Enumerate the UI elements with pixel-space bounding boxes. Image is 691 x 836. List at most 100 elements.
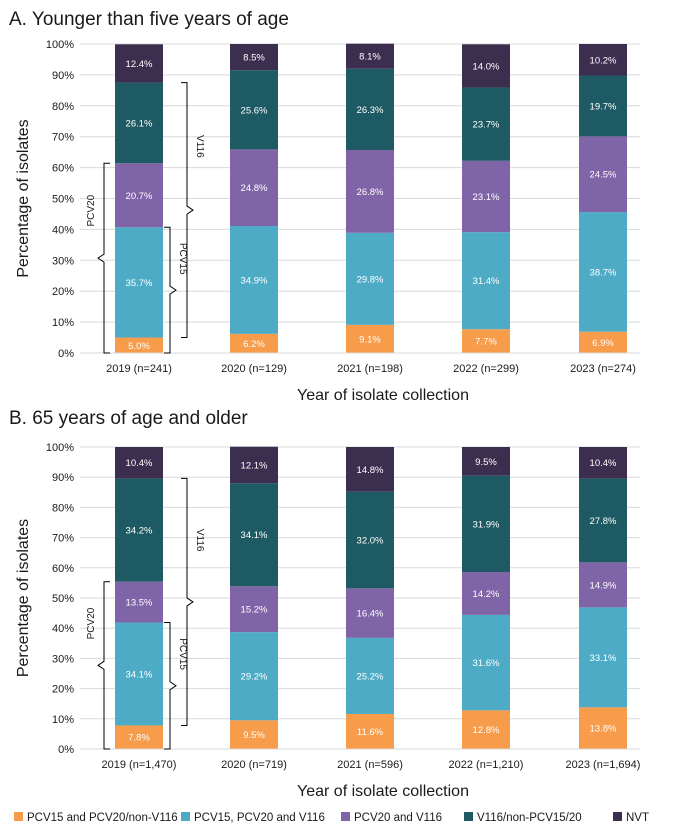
x-tick-label: 2022 (n=299)	[453, 363, 519, 375]
bar-segment-pcv20-v116	[230, 149, 278, 227]
legend-swatch	[181, 812, 190, 821]
legend-label: V116/non-PCV15/20	[477, 812, 582, 824]
data-label: 11.6%	[357, 727, 384, 738]
bar-segment-pcv15-pcv20-nonv116	[579, 707, 627, 749]
chart-panel-a: A. Younger than five years of age 0% 10% 20…	[9, 9, 640, 404]
x-tick-label: 2021 (n=596)	[337, 759, 403, 771]
data-label: 26.8%	[357, 187, 384, 198]
bar-segment-nvt	[115, 44, 163, 83]
bar-segment-nvt	[230, 446, 278, 484]
data-label: 25.2%	[357, 671, 384, 682]
bracket-pcv20	[97, 581, 110, 750]
legend-label: NVT	[626, 812, 649, 824]
data-label: 35.7%	[126, 278, 153, 289]
data-label: 31.6%	[473, 658, 500, 669]
bar-segment-v116-nonpcv	[462, 87, 510, 161]
data-label: 33.1%	[590, 653, 617, 664]
bar-segment-pcv15-pcv20-v116	[462, 232, 510, 330]
bracket-label: V116	[194, 529, 205, 552]
y-axis-title: Percentage of isolates	[15, 119, 32, 277]
x-axis-title: Year of isolate collection	[297, 783, 469, 800]
legend-swatch	[14, 812, 23, 821]
data-label: 13.8%	[590, 724, 617, 735]
bar-segment-pcv20-v116	[115, 581, 163, 623]
y-axis-title: Percentage of isolates	[15, 519, 32, 677]
legend-label: PCV15 and PCV20/non-V116	[27, 812, 178, 824]
data-label: 14.9%	[590, 580, 617, 591]
bar-segment-pcv20-v116	[115, 163, 163, 228]
data-label: 29.2%	[241, 672, 268, 683]
data-label: 34.2%	[126, 526, 153, 537]
data-label: 31.4%	[473, 276, 500, 287]
bar-segment-pcv15-pcv20-v116	[346, 637, 394, 714]
y-tick-label: 20%	[52, 684, 74, 696]
bar-segment-nvt	[462, 44, 510, 88]
data-label: 7.8%	[128, 733, 150, 744]
bar-segment-pcv15-pcv20-v116	[579, 607, 627, 708]
bar-segment-pcv20-v116	[462, 160, 510, 233]
data-label: 26.3%	[357, 105, 384, 116]
bracket-label: PCV15	[177, 243, 188, 275]
chart-panel-b: B. 65 years of age and older 0% 10% 20% 30% 4…	[9, 408, 640, 800]
y-tick-label: 70%	[52, 132, 74, 144]
bar-segment-pcv20-v116	[579, 562, 627, 608]
x-tick-label: 2022 (n=1,210)	[449, 759, 524, 771]
legend-label: PCV15, PCV20 and V116	[194, 812, 325, 824]
data-label: 26.1%	[126, 118, 153, 129]
bracket-pcv15	[164, 621, 177, 750]
bar-segment-pcv20-v116	[230, 586, 278, 633]
data-label: 5.0%	[128, 341, 150, 352]
data-label: 24.5%	[590, 170, 617, 181]
y-tick-label: 0%	[58, 744, 74, 756]
bar-segment-nvt	[579, 447, 627, 479]
bracket-label: PCV20	[86, 607, 97, 639]
bar-segment-v116-nonpcv	[346, 68, 394, 150]
y-tick-label: 80%	[52, 101, 74, 113]
legend: PCV15 and PCV20/non-V116 PCV15, PCV20 and…	[14, 812, 649, 824]
bracket-label: V116	[194, 135, 205, 158]
bar-segment-v116-nonpcv	[579, 478, 627, 563]
data-label: 12.1%	[241, 460, 268, 471]
y-tick-label: 80%	[52, 502, 74, 514]
data-label: 14.8%	[357, 465, 384, 476]
chart-title: B. 65 years of age and older	[9, 408, 248, 429]
y-tick-label: 50%	[52, 593, 74, 605]
bar-segment-v116-nonpcv	[462, 475, 510, 573]
bar-segment-nvt	[579, 44, 627, 76]
data-label: 31.9%	[473, 519, 500, 530]
bar-segment-v116-nonpcv	[230, 483, 278, 587]
y-tick-label: 50%	[52, 194, 74, 206]
y-tick-label: 10%	[52, 317, 74, 329]
y-tick-label: 0%	[58, 348, 74, 360]
data-label: 38.7%	[590, 267, 617, 278]
legend-swatch	[464, 812, 473, 821]
data-label: 9.5%	[475, 457, 497, 468]
data-label: 34.9%	[241, 275, 268, 286]
bar-segment-pcv15-pcv20-v116	[115, 227, 163, 338]
y-tick-label: 40%	[52, 623, 74, 635]
bar-segment-pcv20-v116	[462, 572, 510, 615]
bar-segment-v116-nonpcv	[115, 82, 163, 164]
chart-title: A. Younger than five years of age	[9, 9, 289, 30]
bar-segment-nvt	[462, 447, 510, 476]
bar-segment-pcv15-pcv20-nonv116	[346, 713, 394, 749]
y-tick-label: 30%	[52, 653, 74, 665]
bracket-label: PCV20	[86, 194, 97, 226]
data-label: 27.8%	[590, 516, 617, 527]
x-tick-label: 2020 (n=129)	[221, 363, 287, 375]
data-label: 14.0%	[473, 61, 500, 72]
data-label: 25.6%	[241, 105, 268, 116]
bar-segment-nvt	[346, 43, 394, 69]
bar-segment-pcv15-pcv20-nonv116	[579, 331, 627, 353]
data-label: 32.0%	[357, 536, 384, 547]
data-label: 34.1%	[126, 669, 153, 680]
data-label: 24.8%	[241, 183, 268, 194]
data-label: 23.7%	[473, 120, 500, 131]
y-tick-label: 100%	[46, 39, 74, 51]
bar-segment-pcv15-pcv20-v116	[115, 622, 163, 726]
bar-segment-pcv15-pcv20-nonv116	[115, 337, 163, 353]
y-tick-label: 90%	[52, 70, 74, 82]
bar-segment-nvt	[346, 447, 394, 492]
data-label: 12.4%	[126, 59, 153, 70]
bracket-label: PCV15	[177, 638, 188, 670]
